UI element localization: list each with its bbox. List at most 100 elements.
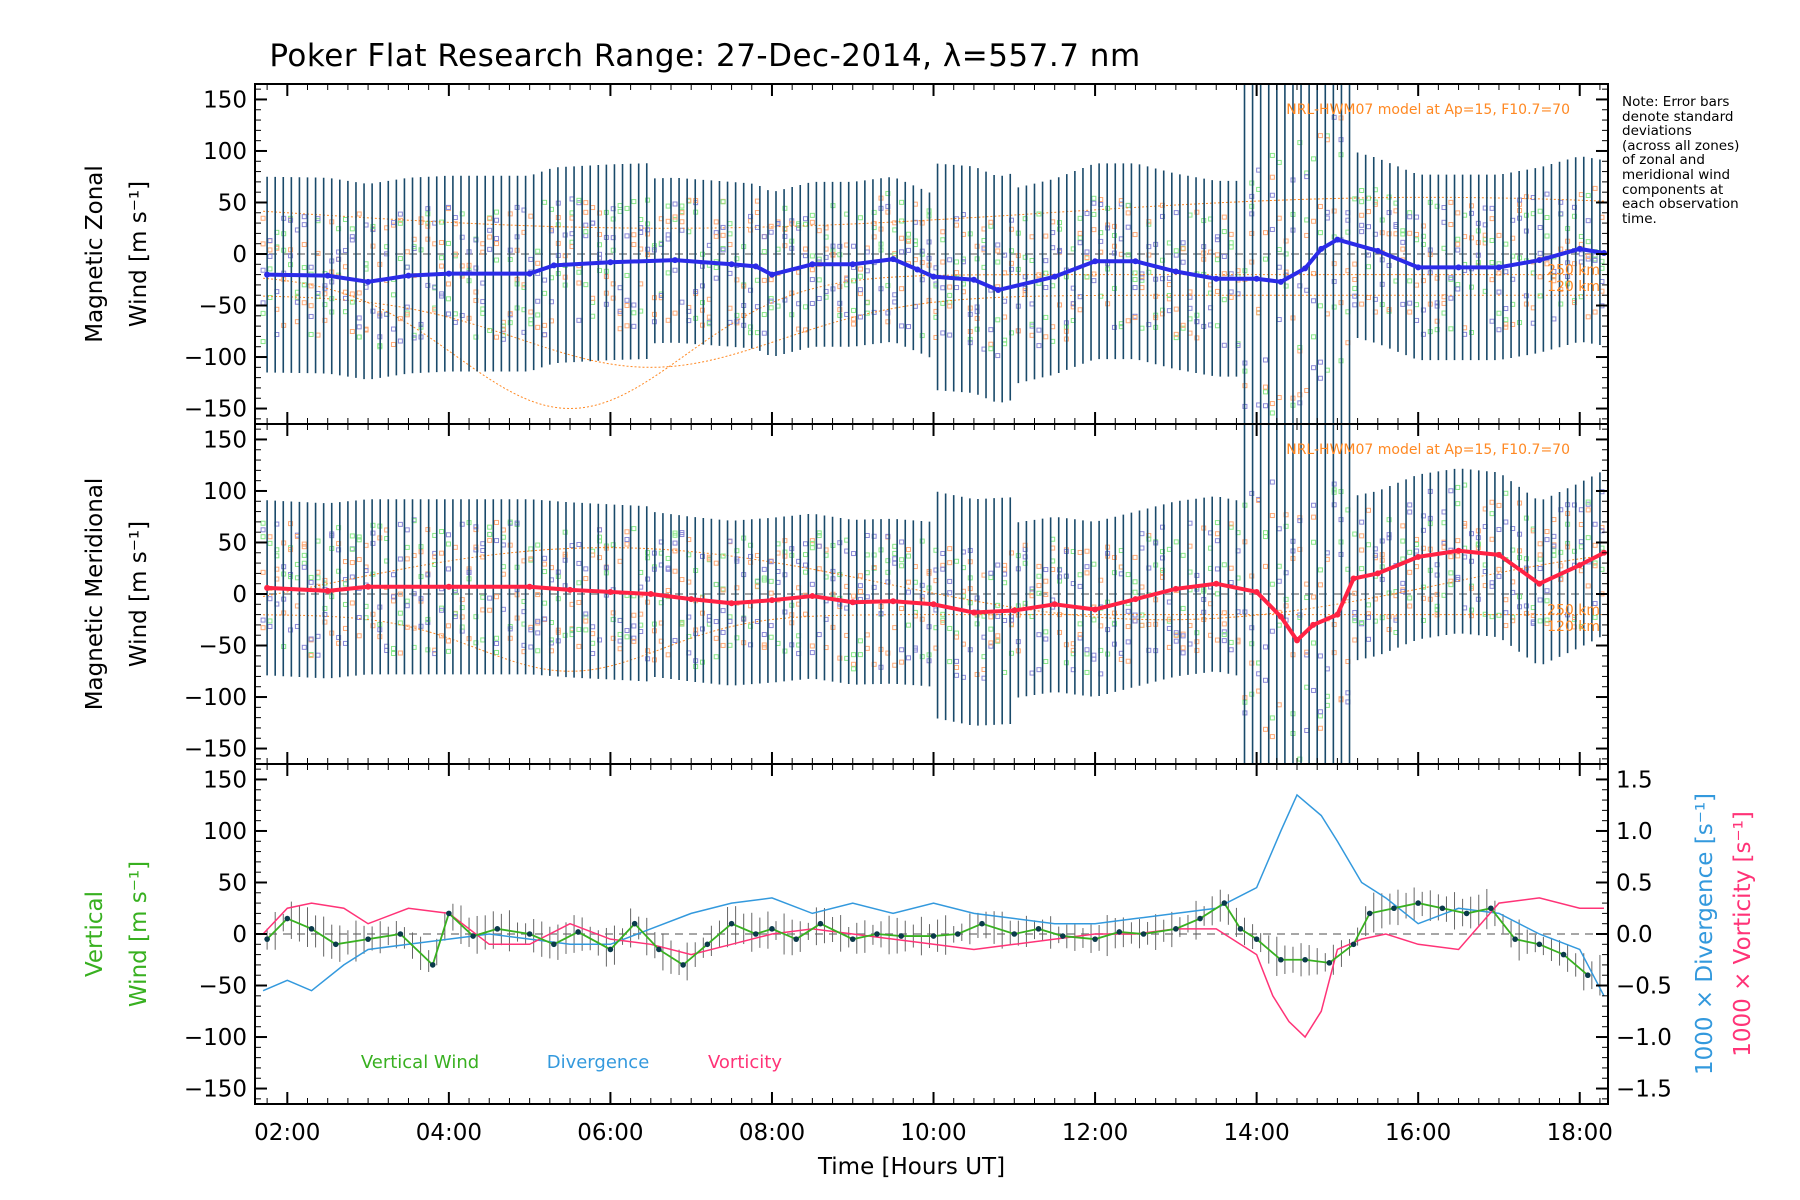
scatter-point [1448, 570, 1454, 576]
scatter-point [699, 307, 705, 313]
scatter-point [1317, 567, 1323, 573]
scatter-point [1441, 520, 1447, 526]
y-tick-label: 100 [203, 479, 247, 505]
scatter-point [988, 575, 994, 581]
scatter-point [1194, 319, 1200, 325]
mean-wind-point [1172, 268, 1179, 275]
scatter-point [288, 574, 294, 580]
scatter-point [1503, 490, 1509, 496]
scatter-point [679, 227, 685, 233]
scatter-point [445, 204, 451, 210]
divergence-line [262, 793, 1605, 997]
scatter-point [1317, 709, 1323, 715]
scatter-point [1132, 589, 1138, 595]
scatter-point [1043, 233, 1049, 239]
scatter-point [1077, 235, 1083, 241]
scatter-point [487, 234, 493, 240]
scatter-point [974, 256, 980, 262]
scatter-point [528, 321, 534, 327]
scatter-point [1468, 203, 1474, 209]
scatter-point [391, 341, 397, 347]
scatter-point [1317, 230, 1323, 236]
note-line: denote standard [1622, 108, 1734, 125]
scatter-point [631, 638, 637, 644]
scatter-point [1077, 230, 1083, 236]
scatter-point [1523, 556, 1529, 562]
scatter-point [342, 559, 348, 565]
scatter-point [301, 300, 307, 306]
scatter-point [892, 227, 898, 233]
mean-wind-point [1600, 249, 1607, 256]
scatter-point [1111, 223, 1117, 229]
scatter-point [1537, 597, 1543, 603]
scatter-point [1400, 246, 1406, 252]
scatter-point [919, 277, 925, 283]
scatter-point [1455, 236, 1461, 242]
scatter-point [445, 296, 451, 302]
note-line: deviations [1622, 123, 1692, 140]
scatter-point [1592, 309, 1598, 315]
scatter-point [1489, 260, 1495, 266]
scatter-point [919, 654, 925, 660]
scatter-point [851, 551, 857, 557]
scatter-point [624, 272, 630, 278]
scatter-point [1221, 253, 1227, 259]
scatter-point [1249, 193, 1255, 199]
scatter-point [1386, 517, 1392, 523]
scatter-point [645, 221, 651, 227]
scatter-point [1276, 215, 1282, 221]
model-curve-250km [262, 547, 1605, 621]
scatter-point [308, 653, 314, 659]
scatter-point [315, 583, 321, 589]
vertical-wind-point [817, 920, 824, 927]
mean-wind-point [365, 278, 372, 285]
scatter-point [370, 308, 376, 314]
scatter-point [809, 267, 815, 273]
scatter-point [1269, 226, 1275, 232]
right-tick-label: −0.5 [1616, 974, 1672, 1000]
scatter-point [631, 242, 637, 248]
scatter-point [1407, 502, 1413, 508]
scatter-point [1132, 554, 1138, 560]
scatter-point [1166, 546, 1172, 552]
scatter-point [439, 263, 445, 269]
scatter-point [727, 319, 733, 325]
scatter-point [905, 231, 911, 237]
scatter-point [1311, 334, 1317, 340]
scatter-point [1352, 261, 1358, 267]
scatter-point [1091, 561, 1097, 567]
scatter-point [480, 607, 486, 613]
scatter-point [631, 323, 637, 329]
scatter-point [1489, 318, 1495, 324]
scatter-point [1407, 509, 1413, 515]
right-tick-label: −1.0 [1616, 1025, 1672, 1051]
mean-wind-point [1334, 236, 1341, 243]
scatter-point [665, 587, 671, 593]
scatter-point [754, 552, 760, 558]
scatter-point [370, 571, 376, 577]
mean-wind-point [809, 593, 816, 600]
scatter-point [445, 638, 451, 644]
scatter-point [535, 618, 541, 624]
vertical-wind-point [1326, 960, 1333, 966]
scatter-point [1317, 133, 1323, 139]
scatter-point [624, 634, 630, 640]
mean-wind-point [647, 591, 654, 597]
scatter-point [974, 671, 980, 677]
vertical-wind-point [365, 936, 371, 942]
vertical-wind-point [1415, 900, 1421, 906]
scatter-point [1002, 580, 1008, 586]
scatter-point [624, 323, 630, 329]
scatter-point [480, 594, 486, 600]
scatter-point [1132, 315, 1138, 321]
scatter-point [1585, 314, 1591, 320]
scatter-point [816, 632, 822, 638]
scatter-point [720, 587, 726, 593]
scatter-point [1365, 209, 1371, 215]
scatter-point [624, 303, 630, 309]
scatter-point [301, 214, 307, 220]
scatter-point [1537, 250, 1543, 256]
scatter-point [370, 522, 376, 528]
scatter-point [1448, 275, 1454, 281]
scatter-point [727, 270, 733, 276]
